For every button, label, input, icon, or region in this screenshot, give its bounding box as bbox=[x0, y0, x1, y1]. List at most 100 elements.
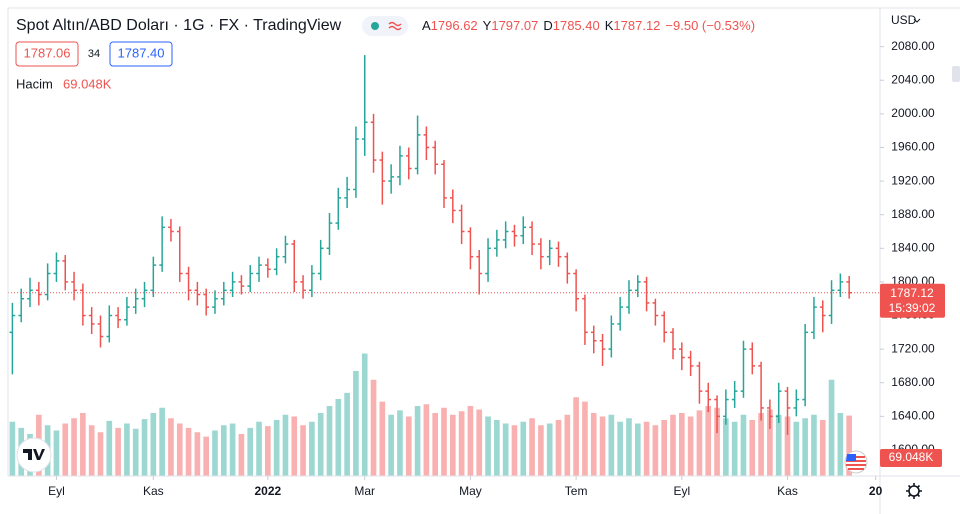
volume-bar bbox=[819, 420, 826, 476]
volume-bar bbox=[529, 418, 535, 476]
last-price-label: 1787.12 bbox=[890, 286, 934, 300]
volume-bar bbox=[793, 421, 800, 476]
volume-bar bbox=[582, 401, 588, 476]
volume-bar bbox=[309, 421, 315, 476]
volume-bar bbox=[608, 414, 615, 476]
volume-bar bbox=[458, 411, 465, 476]
y-tick-label: 2000.00 bbox=[891, 106, 935, 120]
volume-bar bbox=[617, 421, 623, 476]
gear-teeth bbox=[906, 483, 922, 499]
volume-bar bbox=[538, 425, 544, 476]
volume-bar bbox=[687, 416, 694, 476]
volume-bar bbox=[626, 418, 632, 476]
volume-bar bbox=[643, 421, 650, 476]
y-tick-label: 2080.00 bbox=[891, 39, 935, 53]
volume-bar bbox=[678, 413, 685, 476]
status-wave bbox=[388, 21, 402, 31]
flag-icon[interactable] bbox=[844, 450, 868, 474]
volume-bar bbox=[62, 423, 69, 476]
status-dot bbox=[371, 22, 379, 30]
volume-bar bbox=[555, 420, 562, 476]
ohlc-label: K bbox=[605, 18, 614, 33]
tv-logo[interactable] bbox=[16, 437, 52, 473]
ohlc-label: D bbox=[543, 18, 552, 33]
status-pill bbox=[362, 16, 408, 36]
volume-bar bbox=[256, 421, 262, 476]
volume-bar bbox=[802, 418, 808, 476]
volume-bar bbox=[423, 404, 430, 476]
volume-bar bbox=[265, 426, 271, 476]
x-tick-label: May bbox=[459, 484, 482, 498]
volume-bar bbox=[370, 379, 377, 476]
sell-box[interactable] bbox=[15, 41, 79, 67]
volume-bar bbox=[441, 407, 447, 476]
currency-caret bbox=[913, 18, 921, 23]
volume-bar bbox=[132, 428, 139, 476]
volume-bar bbox=[203, 436, 210, 476]
volume-bar bbox=[590, 413, 597, 476]
volume-bar bbox=[344, 392, 350, 476]
volume-bar bbox=[846, 415, 852, 476]
x-tick-label: Kas bbox=[143, 484, 164, 498]
volume-bar bbox=[449, 414, 456, 476]
volume-bar bbox=[661, 420, 668, 476]
volume-bar bbox=[176, 423, 183, 476]
volume-bar bbox=[379, 401, 386, 476]
currency[interactable]: USD bbox=[891, 13, 917, 27]
ohlc-value: 1785.40 bbox=[553, 18, 600, 33]
volume-bar bbox=[723, 418, 729, 476]
x-tick-label: Kas bbox=[777, 484, 798, 498]
settings-icon[interactable] bbox=[906, 483, 922, 499]
status-icon[interactable] bbox=[362, 16, 408, 36]
volume-bar bbox=[749, 420, 756, 476]
volume-bar bbox=[238, 434, 245, 476]
ohlc-change: −9.50 (−0.53%) bbox=[665, 18, 755, 33]
volume-bar bbox=[511, 425, 518, 476]
y-tick-label: 1880.00 bbox=[891, 207, 935, 221]
volume-title: Hacim bbox=[16, 76, 53, 91]
volume-bar bbox=[317, 413, 324, 476]
volume-bar bbox=[696, 410, 703, 476]
volume-bar bbox=[784, 416, 791, 476]
volume-bar bbox=[502, 423, 509, 476]
volume-bar bbox=[564, 414, 571, 476]
volume-bar bbox=[361, 353, 368, 476]
volume-bar bbox=[300, 425, 306, 476]
x-tick-label: Tem bbox=[565, 484, 588, 498]
chart-title: Spot Altın/ABD Doları · 1G · FX · Tradin… bbox=[16, 17, 342, 34]
volume-bar bbox=[811, 414, 817, 476]
volume-bar bbox=[476, 409, 483, 476]
volume-bar bbox=[767, 409, 773, 476]
volume-bar bbox=[212, 430, 218, 476]
ohlc-label: Y bbox=[483, 18, 492, 33]
countdown: 15:39:02 bbox=[889, 301, 936, 315]
volume-bar bbox=[88, 425, 95, 476]
volume-bar bbox=[828, 379, 835, 476]
volume-bar bbox=[326, 406, 333, 476]
buy-box[interactable] bbox=[109, 41, 173, 67]
volume-bar bbox=[388, 414, 394, 476]
ohlc-value: 1797.07 bbox=[491, 18, 538, 33]
x-tick-label: 20 bbox=[869, 484, 883, 498]
volume-bar bbox=[432, 413, 439, 476]
ohlc-label: A bbox=[422, 18, 431, 33]
volume-bar bbox=[97, 432, 104, 476]
ohlc-values: A1796.62 Y1797.07 D1785.40 K1787.12 −9.50 (−… bbox=[422, 18, 755, 33]
ohlc-value: 1796.62 bbox=[431, 18, 478, 33]
y-tick-label: 1680.00 bbox=[891, 375, 935, 389]
volume-bar bbox=[837, 413, 844, 476]
x-tick-label: Eyl bbox=[48, 484, 65, 498]
y-tick-label: 1960.00 bbox=[891, 140, 935, 154]
volume-bar bbox=[546, 423, 553, 476]
bid: 1787.06 bbox=[24, 45, 71, 60]
volume-bar bbox=[168, 418, 174, 476]
volume-bar bbox=[71, 418, 77, 476]
volume-bar bbox=[273, 420, 280, 476]
last-volume-label: 69.048K bbox=[889, 450, 934, 464]
volume-bar bbox=[740, 414, 747, 476]
volume-bar bbox=[220, 425, 227, 476]
logo-mark bbox=[23, 449, 45, 460]
volume-bar bbox=[599, 416, 606, 476]
